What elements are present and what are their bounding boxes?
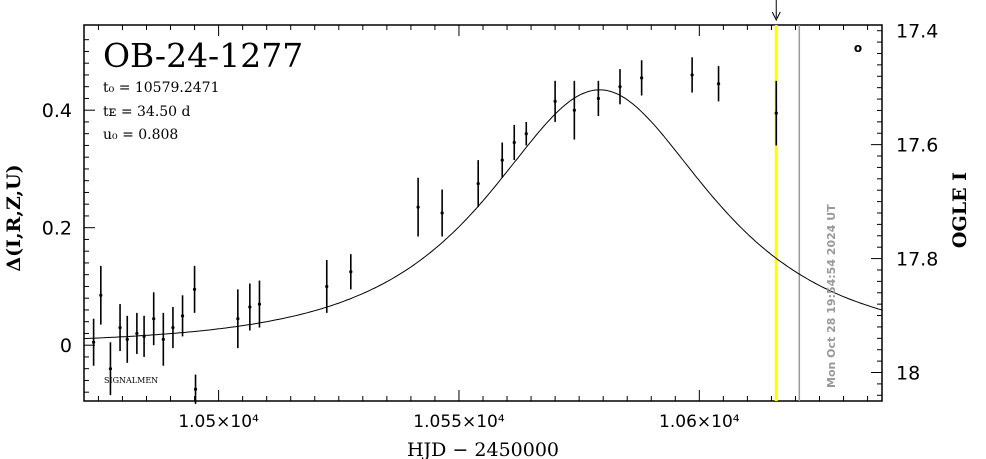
x-tick-label: 1.05×10⁴: [178, 412, 259, 432]
param-t0: t₀ = 10579.2471: [103, 80, 219, 96]
data-point: [476, 182, 480, 186]
y2-tick-label: 17.4: [896, 21, 938, 43]
data-point: [416, 205, 420, 209]
data-point: [142, 334, 146, 338]
data-point: [349, 270, 353, 274]
current-time-arrow-head: [771, 11, 781, 22]
param-u0: u₀ = 0.808: [103, 127, 178, 143]
data-point: [192, 287, 197, 291]
data-point: [248, 305, 252, 309]
data-point: [99, 293, 103, 297]
data-point: [500, 158, 504, 162]
watermark-text: SIGNALMEN: [104, 376, 158, 385]
data-point: [180, 314, 185, 318]
x-axis-label: HJD − 2450000: [407, 439, 559, 459]
data-point: [108, 367, 113, 371]
data-point: [572, 108, 576, 112]
y-tick-label: 0.4: [42, 100, 72, 122]
data-point: [135, 331, 139, 336]
data-point: [161, 337, 165, 341]
chart-title: OB-24-1277: [103, 36, 303, 75]
data-point: [325, 284, 329, 289]
param-te: tᴇ = 34.50 d: [103, 104, 191, 120]
data-point: [690, 73, 694, 77]
data-point: [596, 96, 600, 101]
data-point: [440, 211, 444, 215]
y2-tick-label: 18: [896, 363, 920, 385]
x-tick-label: 1.06×10⁴: [659, 412, 740, 432]
data-point: [171, 325, 175, 330]
data-point: [512, 140, 516, 145]
data-point: [618, 85, 622, 89]
data-point: [125, 337, 129, 341]
data-point: [553, 99, 557, 103]
data-point: [257, 302, 262, 306]
data-point: [193, 387, 198, 391]
data-point: [524, 132, 528, 136]
data-point: [236, 317, 240, 321]
data-point: [716, 82, 721, 86]
corner-marker: o: [854, 41, 862, 55]
data-point: [152, 317, 156, 321]
model-curve: [83, 89, 883, 340]
y2-tick-label: 17.6: [896, 135, 938, 157]
y-tick-label: 0.2: [42, 218, 72, 240]
data-point: [92, 340, 96, 344]
x-tick-label: 1.055×10⁴: [413, 412, 505, 432]
y2-tick-label: 17.8: [896, 249, 938, 271]
y-axis-label: Δ(I,R,Z,U): [3, 164, 25, 271]
data-point: [118, 325, 122, 330]
y2-axis-label: OGLE I: [949, 172, 971, 248]
timestamp-label: Mon Oct 28 19:54:54 2024 UT: [825, 204, 838, 388]
data-point: [640, 76, 644, 80]
data-point: [774, 111, 778, 115]
y-tick-label: 0: [60, 335, 72, 357]
